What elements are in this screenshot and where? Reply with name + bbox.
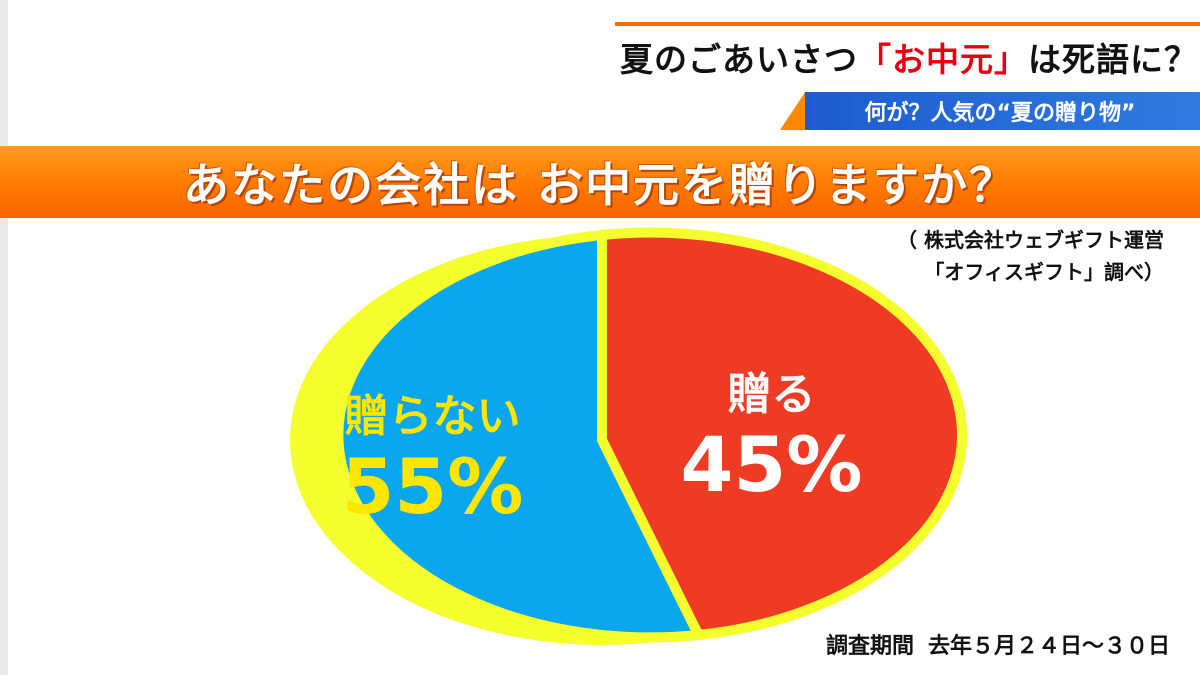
chart-title: あなたの会社は お中元を贈りますか？ — [182, 158, 1017, 212]
survey-period-value: 去年５月２４日～３０日 — [927, 634, 1170, 659]
headline-highlight: 「お中元」 — [858, 40, 1028, 79]
question-banner — [0, 146, 1200, 218]
headline-suffix: は死語に？ — [1028, 40, 1198, 79]
headline-caption: 夏のごあいさつ 「お中元」 は死語に？ — [618, 28, 1200, 86]
subheadline-caption: 何が？人気の“夏の贈り物” — [864, 101, 1136, 126]
survey-period: 調査期間 去年５月２４日～３０日 — [826, 628, 1170, 660]
subheadline-band — [780, 92, 1200, 130]
source-line-2: 「オフィスギフト」調べ） — [924, 260, 1164, 284]
label-no-gift: 贈らない — [345, 391, 521, 442]
headline-prefix: 夏のごあいさつ — [620, 40, 858, 79]
pie-slices — [290, 227, 967, 645]
label-gift: 贈る — [728, 369, 816, 420]
slice-no-gift — [333, 230, 704, 643]
source-line-1: （ 株式会社ウェブギフト運営 — [897, 228, 1164, 252]
survey-period-label: 調査期間 — [825, 634, 914, 659]
value-gift: 45% — [681, 420, 863, 509]
frame-edge — [0, 0, 8, 675]
slice-gift — [597, 227, 967, 640]
value-no-gift: 55% — [342, 442, 524, 531]
source-note: （ 株式会社ウェブギフト運営 「オフィスギフト」調べ） — [897, 224, 1164, 288]
caption-accent-line — [615, 22, 1200, 26]
